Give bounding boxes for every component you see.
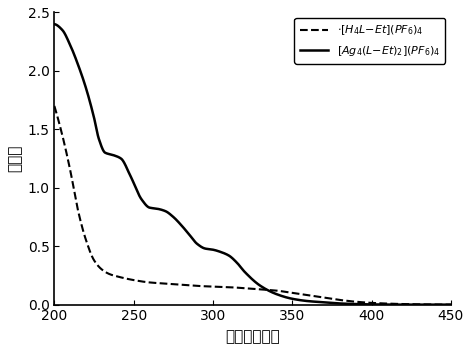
$[Ag_4(L\mathrm{-}Et)_2](PF_6)_4$ [398, 303, 403, 307]
$[Ag_4(L\mathrm{-}Et)_2](PF_6)_4$ [401, 303, 406, 307]
Y-axis label: 吸光度: 吸光度 [7, 145, 22, 172]
$\cdot [H_4L\mathrm{-}Et](PF_6)_4$ [97, 265, 102, 270]
$[Ag_4(L\mathrm{-}Et)_2](PF_6)_4$ [120, 159, 126, 163]
$\cdot [H_4L\mathrm{-}Et](PF_6)_4$ [448, 303, 454, 307]
Legend: $\cdot [H_4L\mathrm{-}Et](PF_6)_4$, $[Ag_4(L\mathrm{-}Et)_2](PF_6)_4$: $\cdot [H_4L\mathrm{-}Et](PF_6)_4$, $[Ag… [294, 18, 446, 64]
$[Ag_4(L\mathrm{-}Et)_2](PF_6)_4$ [203, 247, 209, 251]
$\cdot [H_4L\mathrm{-}Et](PF_6)_4$ [221, 285, 227, 289]
$\cdot [H_4L\mathrm{-}Et](PF_6)_4$ [440, 303, 446, 307]
$[Ag_4(L\mathrm{-}Et)_2](PF_6)_4$ [97, 139, 102, 143]
$[Ag_4(L\mathrm{-}Et)_2](PF_6)_4$ [448, 303, 454, 307]
Line: $\cdot [H_4L\mathrm{-}Et](PF_6)_4$: $\cdot [H_4L\mathrm{-}Et](PF_6)_4$ [54, 106, 451, 305]
$[Ag_4(L\mathrm{-}Et)_2](PF_6)_4$ [51, 22, 57, 26]
$\cdot [H_4L\mathrm{-}Et](PF_6)_4$ [203, 284, 209, 289]
$\cdot [H_4L\mathrm{-}Et](PF_6)_4$ [120, 276, 126, 280]
Line: $[Ag_4(L\mathrm{-}Et)_2](PF_6)_4$: $[Ag_4(L\mathrm{-}Et)_2](PF_6)_4$ [54, 24, 451, 305]
$\cdot [H_4L\mathrm{-}Et](PF_6)_4$ [51, 104, 57, 108]
$\cdot [H_4L\mathrm{-}Et](PF_6)_4$ [398, 302, 403, 306]
$[Ag_4(L\mathrm{-}Et)_2](PF_6)_4$ [221, 251, 227, 255]
$[Ag_4(L\mathrm{-}Et)_2](PF_6)_4$ [440, 303, 446, 307]
X-axis label: 波长（纳米）: 波长（纳米） [225, 329, 280, 344]
